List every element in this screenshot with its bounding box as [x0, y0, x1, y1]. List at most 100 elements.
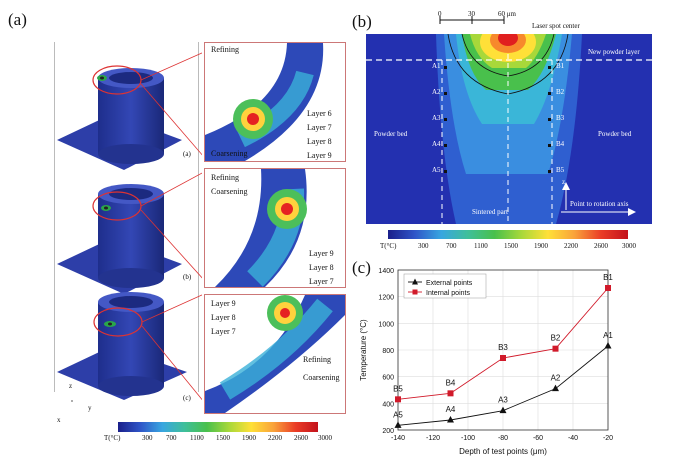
panel-label-b: (b): [352, 12, 372, 31]
zoom-2-graphic: [215, 169, 307, 287]
colorbar-tick: 300: [418, 242, 429, 250]
point-label-a4: A4: [432, 140, 441, 148]
x-tick-label: -80: [498, 435, 508, 442]
data-label: A5: [393, 410, 403, 419]
sub-label: (a): [183, 150, 191, 158]
colorbar-tick: 3000: [318, 434, 332, 442]
zoom1-layer: Layer 6: [307, 109, 332, 118]
axes-triad: [71, 400, 73, 402]
legend-marker: [412, 289, 418, 295]
data-label: A1: [603, 331, 613, 340]
legend-box: [403, 273, 487, 299]
colorbar-tick: 1900: [242, 434, 256, 442]
data-label: B4: [446, 378, 456, 387]
plot-frame: [397, 269, 609, 431]
data-point: [499, 406, 507, 414]
colorbar-tick: 2200: [268, 434, 282, 442]
panel-label-c: (c): [352, 258, 371, 277]
colorbar-unit: T(°C): [380, 242, 397, 250]
data-point: [500, 355, 506, 361]
data-label: B5: [393, 384, 403, 393]
y-tick-label: 1400: [378, 268, 394, 275]
powder-bed-right: Powder bed: [598, 130, 632, 138]
zoom3-refining: Refining: [303, 355, 331, 364]
x-tick-label: -140: [391, 435, 405, 442]
point-label-a5: A5: [432, 166, 441, 174]
data-point: [604, 342, 612, 349]
panel-label-a: (a): [8, 10, 27, 29]
colorbar-unit: T(°C): [104, 434, 121, 442]
data-point: [605, 285, 611, 291]
zoom3-layer: Layer 8: [211, 313, 236, 322]
zoom1-layer: Layer 7: [307, 123, 332, 132]
cylinder-renders: [57, 52, 202, 402]
axis-y-label: y: [88, 404, 92, 412]
cylinder-1: [57, 65, 182, 170]
x-tick-label: -120: [426, 435, 440, 442]
data-label: A4: [446, 405, 456, 414]
sintered-part-label: Sintered part: [472, 208, 508, 216]
data-label: A3: [498, 396, 508, 405]
colorbar-tick: 700: [166, 434, 177, 442]
laser-spot-label: Laser spot center: [532, 22, 580, 30]
zoom1-layer: Layer 9: [307, 151, 332, 160]
zoom2-refining: Refining: [211, 173, 239, 182]
divider: [54, 42, 55, 392]
cylinder-3: [57, 292, 187, 400]
colorbar-tick: 1500: [504, 242, 518, 250]
data-point: [552, 345, 559, 352]
zoom-3-graphic: [205, 295, 345, 413]
data-label: B1: [603, 273, 613, 282]
data-label: A2: [551, 374, 561, 383]
y-tick-label: 800: [382, 348, 394, 355]
chart-axes: 200 400 600 800 1000 1200 1400 -140 -120 -100 -80 -…: [359, 268, 613, 456]
colorbar-tick: 1100: [474, 242, 488, 250]
temperature-chart: 200 400 600 800 1000 1200 1400 -140 -120 -100 -80 -…: [359, 268, 613, 456]
data-label: B3: [498, 343, 508, 352]
data-label: B2: [551, 334, 561, 343]
colorbar-tick: 1500: [216, 434, 230, 442]
point-label-b3: B3: [556, 114, 565, 122]
zoom-box-2: Refining Coarsening Layer 9 Layer 8 Laye…: [204, 168, 346, 288]
thermal-map: [366, 34, 652, 224]
zoom1-refining: Refining: [211, 45, 239, 54]
zoom-box-1: Refining Coarsening Layer 6 Layer 7 Laye…: [204, 42, 346, 162]
scale-tick: 30: [468, 10, 475, 18]
zoom3-layer: Layer 9: [211, 299, 236, 308]
zoom3-coarsening: Coarsening: [303, 373, 340, 382]
scale-bar: [439, 16, 505, 24]
cylinder-2: [57, 184, 182, 294]
y-tick-label: 200: [382, 428, 394, 435]
sub-label: (b): [183, 273, 192, 281]
point-label-b5: B5: [556, 166, 565, 174]
colorbar-tick: 1900: [534, 242, 548, 250]
colorbar-tick: 300: [142, 434, 153, 442]
colorbar-tick: 2200: [564, 242, 578, 250]
colorbar-b: [388, 230, 628, 239]
point-label-b4: B4: [556, 140, 565, 148]
powder-bed-left: Powder bed: [374, 130, 408, 138]
colorbar-tick: 3000: [622, 242, 636, 250]
zoom3-layer: Layer 7: [211, 327, 236, 336]
y-axis-label: Temperature (°C): [359, 319, 368, 381]
zoom1-layer: Layer 8: [307, 137, 332, 146]
rotation-label: Point to rotation axis: [570, 200, 629, 208]
panel-a: (a) (b) (c) z y x Refining Coarsening La…: [52, 42, 348, 446]
data-point: [447, 416, 454, 423]
colorbar-tick: 2600: [594, 242, 608, 250]
data-point: [552, 384, 559, 392]
zoom1-coarsening: Coarsening: [211, 149, 248, 158]
scale-tick: 60 μm: [498, 10, 516, 18]
chart-series: A5 A4 A3 A2 A1 B5 B4 B3 B2 B1: [393, 273, 613, 428]
x-tick-label: -40: [568, 435, 578, 442]
legend-marker: [412, 278, 418, 285]
zoom2-layer: Layer 8: [309, 263, 334, 272]
point-label-b2: B2: [556, 88, 565, 96]
colorbar-a: [118, 422, 318, 432]
point-label-a3: A3: [432, 114, 441, 122]
panel-b: 0 30 60 μm Laser spot center New po: [366, 8, 666, 254]
data-point: [395, 396, 401, 403]
point-label-a2: A2: [432, 88, 441, 96]
point-label-b1: B1: [556, 62, 565, 70]
zoom-1-graphic: [205, 43, 324, 161]
